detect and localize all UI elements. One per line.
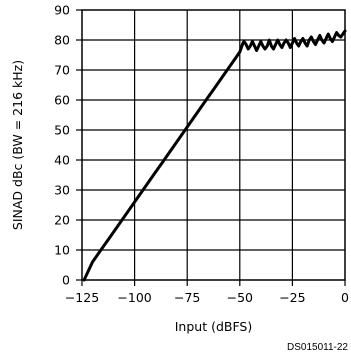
y-tick-label: 20 [54,213,70,228]
x-tick-label: −125 [65,290,99,305]
y-tick-label: 60 [54,93,70,108]
x-tick-label: −100 [117,290,151,305]
sinad-curve [82,29,347,282]
y-tick-label: 40 [54,153,70,168]
y-tick-label: 30 [54,183,70,198]
figure-reference: DS015011-22 [287,342,348,353]
x-tick-label: −75 [174,290,200,305]
x-tick-labels: −125 −100 −75 −50 −25 0 [65,290,349,305]
y-tick-labels: 0 10 20 30 40 50 60 70 80 90 [54,3,70,288]
y-tick-label: 0 [62,273,70,288]
y-tick-label: 70 [54,63,70,78]
y-axis-title: SINAD dBc (BW = 216 kHz) [10,60,25,230]
plot-frame [81,9,346,281]
x-axis-title: Input (dBFS) [175,319,253,334]
y-tick-label: 10 [54,243,70,258]
axis-ticks [76,9,346,286]
y-tick-label: 80 [54,33,70,48]
x-tick-label: 0 [341,290,349,305]
y-tick-label: 90 [54,3,70,18]
grid [82,10,345,280]
x-tick-label: −25 [279,290,305,305]
x-tick-label: −50 [227,290,253,305]
y-tick-label: 50 [54,123,70,138]
